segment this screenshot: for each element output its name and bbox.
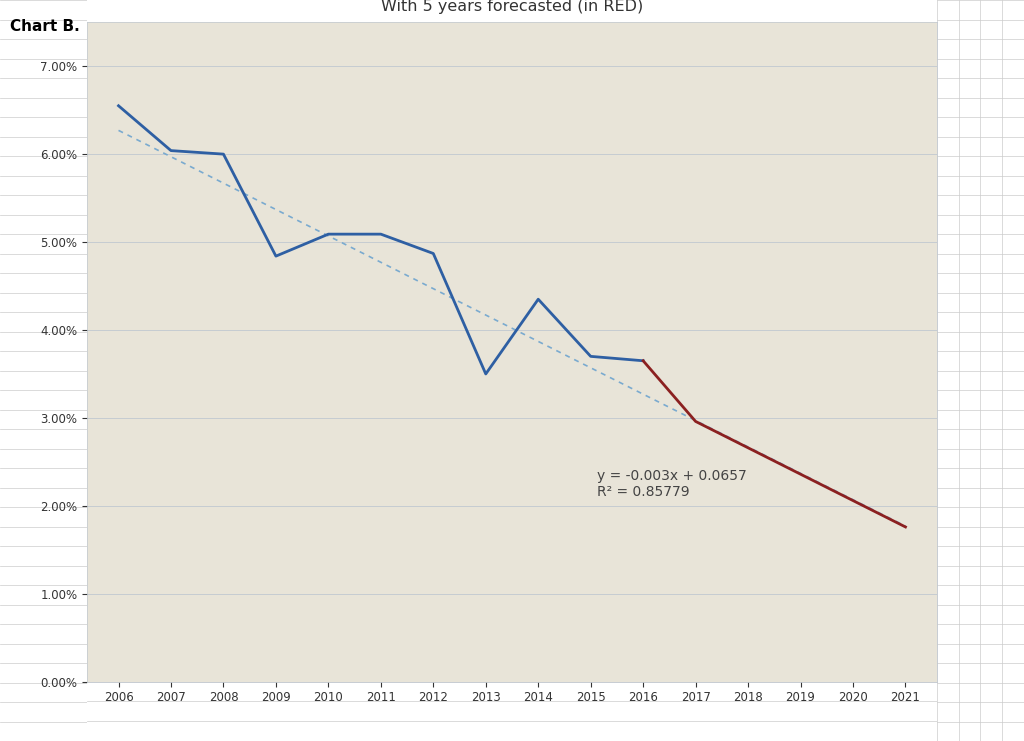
Text: 2.06%: 2.06% (879, 614, 922, 627)
Title: Average 30 year Mortgage Rates
Over Last 10 Years
With 5 years forecasted (in RE: Average 30 year Mortgage Rates Over Last… (380, 0, 644, 14)
Text: 2.66%: 2.66% (879, 597, 922, 609)
Text: 2.96%: 2.96% (879, 588, 922, 600)
Text: y = -0.003x + 0.0657
R² = 0.85779: y = -0.003x + 0.0657 R² = 0.85779 (597, 469, 746, 499)
Text: 2.36%: 2.36% (879, 605, 922, 618)
Text: Chart B.: Chart B. (10, 19, 80, 33)
Text: 1.76%: 1.76% (879, 623, 922, 636)
